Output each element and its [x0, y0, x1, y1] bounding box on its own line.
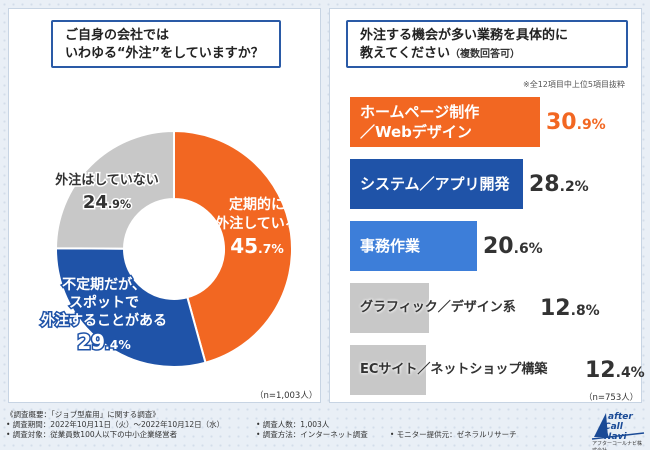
bar-value-dec: .4%: [615, 365, 645, 381]
bar-value-int: 12: [585, 358, 616, 383]
pie-slice: [54, 129, 175, 250]
bar-value-int: 20: [483, 234, 514, 259]
bar: ECサイト／ネットショップ構築: [350, 345, 547, 395]
logo-line1: after: [608, 412, 633, 422]
footer-line2a: • 調査期間：2022年10月11日（火）～2022年10月12日（水）: [6, 420, 225, 429]
bar-label: システム／アプリ開発: [360, 174, 510, 194]
pie-label-line: 定期的に: [229, 196, 285, 213]
bar-value-label: 20.6%: [483, 235, 543, 261]
right-n-note: （n=753人）: [584, 393, 639, 403]
bar-label-line: システム／アプリ開発: [360, 175, 510, 193]
left-question-box: ご自身の会社では いわゆる“外注”をしていますか？: [51, 20, 281, 68]
bar-label: グラフィック／デザイン系: [360, 298, 516, 318]
bar-label: ホームページ制作 ／Webデザイン: [360, 102, 479, 142]
bar: ホームページ制作 ／Webデザイン: [350, 97, 540, 147]
bar-label-line: ／Webデザイン: [360, 123, 472, 141]
logo-line2: Call Navi: [604, 422, 627, 442]
pie-label-line: 外注することがある: [41, 312, 167, 329]
bar-value-label: 30.9%: [546, 111, 606, 137]
right-question-line1: 外注する機会が多い業務を具体的に: [360, 28, 569, 43]
right-question-line2: 教えてください: [360, 46, 450, 61]
footer-line2b: • 調査人数：1,003人: [256, 420, 330, 429]
bar-value-int: 28: [529, 172, 560, 197]
bar-value-int: 12: [540, 296, 571, 321]
pie-value-label: 24.9%: [83, 192, 131, 213]
footer-line3b: • 調査方法：インターネット調査: [256, 430, 368, 439]
bar-value-dec: .8%: [570, 303, 600, 319]
bar-label: 事務作業: [360, 236, 420, 256]
bar: グラフィック／デザイン系: [350, 283, 516, 333]
bar-value-label: 28.2%: [529, 173, 589, 199]
footer-line3a: • 調査対象：従業員数100人以下の中小企業経営者: [6, 430, 178, 439]
bar-label-line: ホームページ制作: [360, 103, 480, 121]
bar-label: ECサイト／ネットショップ構築: [360, 360, 547, 380]
left-n-note: （n=1,003人）: [255, 391, 318, 401]
left-question-line2: いわゆる“外注”をしていますか？: [65, 46, 264, 61]
footer-line1: 《調査概要：「ジョブ型雇用」に関する調査》: [6, 410, 160, 419]
bar: 事務作業: [350, 221, 477, 271]
pie-label-line: 外注している: [215, 215, 299, 232]
pie-slice: [173, 129, 293, 364]
pie-value-label: 29.4%: [77, 330, 131, 354]
pie-label-line: 不定期だが、: [62, 276, 146, 293]
bar-value-dec: .9%: [576, 117, 606, 133]
bar-label-line: グラフィック／デザイン系: [360, 300, 516, 315]
pie-label-line: スポットで: [69, 294, 139, 311]
bar-value-label: 12.4%: [585, 359, 645, 385]
pie-slice-label: 外注はしていない 24.9%: [53, 171, 161, 215]
top-note: ※全12項目中上位5項目抜粋: [523, 80, 625, 89]
pie-value-label: 45.7%: [230, 234, 284, 258]
bar-value-label: 12.8%: [540, 297, 600, 323]
bar-value-dec: .2%: [559, 179, 589, 195]
company-logo: after Call Navi アフターコールナビ株式会社: [590, 409, 646, 450]
logo-caption: アフターコールナビ株式会社: [592, 441, 643, 450]
bar-value-int: 30: [546, 110, 577, 135]
left-question-line1: ご自身の会社では: [65, 28, 170, 43]
pie-label-line: 外注はしていない: [54, 172, 159, 188]
bar: システム／アプリ開発: [350, 159, 523, 209]
bar-value-dec: .6%: [513, 241, 543, 257]
right-question-sub: （複数回答可）: [449, 49, 520, 60]
right-question-box: 外注する機会が多い業務を具体的に 教えてください（複数回答可）: [346, 20, 628, 68]
pie-slice: [55, 247, 207, 368]
right-panel: 外注する機会が多い業務を具体的に 教えてください（複数回答可） ※全12項目中上…: [329, 8, 645, 403]
bar-label-line: ECサイト／ネットショップ構築: [360, 362, 548, 377]
logo-mark-icon: [591, 413, 645, 440]
bar-label-line: 事務作業: [360, 237, 421, 255]
footer-line3c: • モニター提供元：ゼネラルリサーチ: [389, 430, 517, 439]
left-panel: ご自身の会社では いわゆる“外注”をしていますか？ 定期的に外注している 45.7…: [8, 8, 321, 403]
footer: 《調査概要：「ジョブ型雇用」に関する調査》 • 調査期間：2022年10月11日…: [6, 410, 517, 440]
